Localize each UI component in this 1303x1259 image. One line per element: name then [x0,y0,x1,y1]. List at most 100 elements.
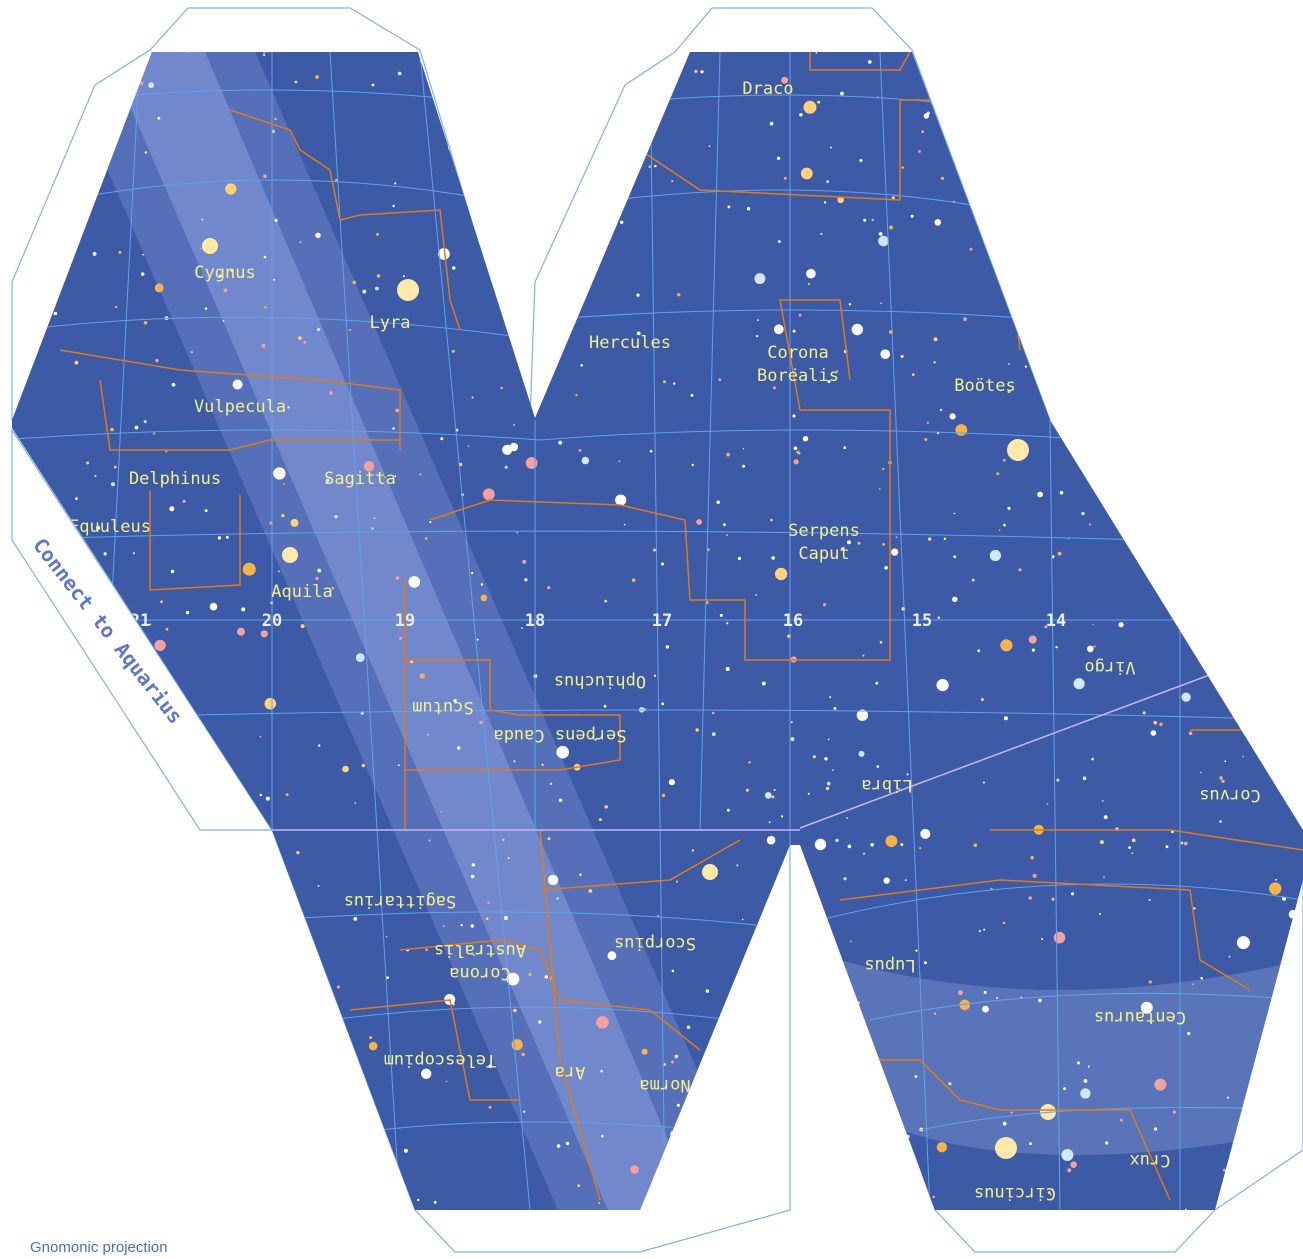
star [671,180,674,183]
star [25,1100,30,1104]
star [756,335,759,338]
star [980,698,984,702]
star [1234,232,1246,244]
star [602,52,605,53]
star [924,438,928,441]
star [118,250,122,254]
star [173,1069,185,1081]
constellation-label: Corona [767,343,828,363]
constellation-label: Scorpius [614,933,696,953]
star [1158,421,1163,426]
star [85,68,89,71]
star [41,220,44,223]
star [663,1063,667,1066]
star [1055,646,1058,649]
star [382,1144,386,1148]
star [966,128,969,132]
star [369,1036,373,1040]
star [1028,896,1032,900]
star [78,163,86,171]
star [955,424,968,436]
star [773,324,784,335]
star [826,781,831,786]
star [209,602,218,611]
star [104,946,108,950]
star [259,735,262,738]
star [1269,882,1282,895]
star [204,43,207,46]
star [121,603,124,606]
star [1060,384,1064,388]
star [275,915,279,918]
star [384,476,387,479]
star [64,1056,67,1059]
star [1076,201,1080,205]
star [467,445,470,448]
star [817,100,820,104]
star [250,1111,253,1114]
star [528,972,532,977]
star [1082,776,1087,781]
hour-label: 15 [912,611,932,631]
star [948,1082,952,1086]
star [103,166,106,169]
star [260,630,268,638]
star [1047,1191,1051,1195]
star [236,1173,248,1185]
star [969,247,973,251]
star [491,106,494,110]
star [631,578,636,582]
star [199,247,202,250]
star [7,88,9,90]
star [424,537,428,540]
star [354,802,357,804]
star [800,167,813,180]
star [671,1060,674,1064]
star [822,603,827,607]
star [98,183,102,187]
star [254,47,257,50]
star [691,849,695,852]
star [958,990,963,996]
star [1046,802,1049,805]
star [1063,1087,1066,1091]
star [1109,425,1113,429]
star [1147,508,1152,512]
star [507,857,510,860]
star [115,305,118,309]
star [1200,977,1203,980]
star [503,916,508,920]
star [480,594,488,602]
star [910,214,914,218]
star [132,1068,136,1072]
star [262,53,266,57]
constellation-label: Circinus [974,1183,1056,1203]
star [826,180,830,184]
star [381,39,384,42]
star [1041,938,1044,940]
star [1002,1121,1007,1126]
star [479,720,483,725]
star [425,948,428,951]
constellation-label: Aquila [271,582,332,602]
star [623,523,626,526]
star [676,1103,681,1107]
hour-label: 19 [395,611,415,631]
star [580,364,583,367]
star [565,1141,570,1146]
star [88,762,91,765]
star [88,168,91,171]
star [1279,1146,1283,1150]
star [891,196,895,200]
star [1062,324,1066,328]
star [636,293,640,297]
star [725,667,730,671]
star [579,873,582,876]
star [397,71,402,76]
star [466,95,469,97]
star [23,519,27,524]
star [129,74,131,77]
star [1009,46,1012,49]
star [529,71,531,74]
star [525,457,538,469]
